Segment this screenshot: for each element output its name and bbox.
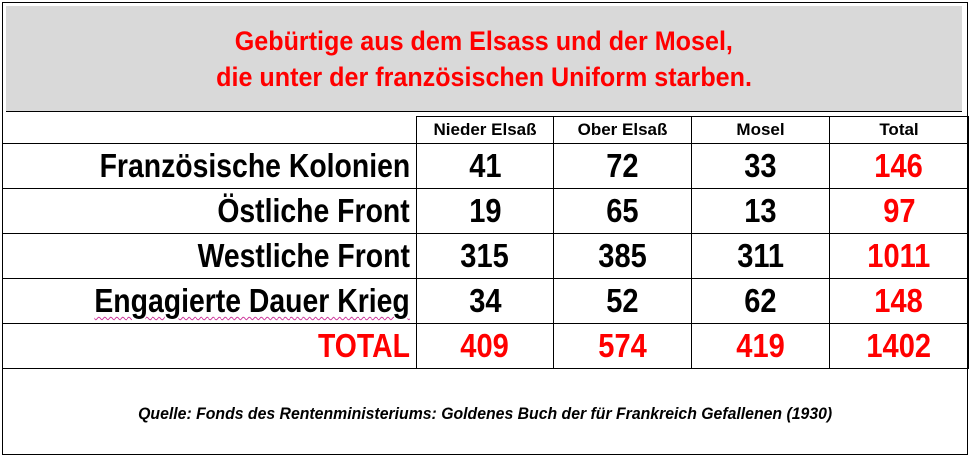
cell-grand-total: 1402	[829, 323, 969, 369]
cell-value: 41	[416, 143, 554, 189]
cell-total: 148	[829, 278, 969, 324]
cell-value: 33	[691, 143, 830, 189]
cell-value: 311	[691, 233, 830, 279]
cell-value: 52	[553, 278, 692, 324]
table-row: Französische Kolonien 41 72 33 146	[2, 143, 969, 189]
column-header-total: Total	[829, 116, 969, 144]
cell-value: 72	[553, 143, 692, 189]
table-row: Östliche Front 19 65 13 97	[2, 188, 969, 234]
cell-value: 62	[691, 278, 830, 324]
row-label-engagierte-dauer-krieg: Engagierte Dauer Krieg	[2, 278, 417, 324]
cell-total: 146	[829, 143, 969, 189]
table-header-row: Nieder Elsaß Ober Elsaß Mosel Total	[2, 116, 969, 144]
row-label-oestliche-front: Östliche Front	[2, 188, 417, 234]
cell-value: 34	[416, 278, 554, 324]
cell-value: 385	[553, 233, 692, 279]
cell-value: 65	[553, 188, 692, 234]
cell-value: 13	[691, 188, 830, 234]
cell-total: 97	[829, 188, 969, 234]
cell-total: 419	[691, 323, 830, 369]
table-row-total: TOTAL 409 574 419 1402	[2, 323, 969, 369]
row-label-total: TOTAL	[2, 323, 417, 369]
table-row: Westliche Front 315 385 311 1011	[2, 233, 969, 279]
row-label-westliche-front: Westliche Front	[2, 233, 417, 279]
table-row: Engagierte Dauer Krieg 34 52 62 148	[2, 278, 969, 324]
title-line-2: die unter der französischen Uniform star…	[216, 61, 752, 92]
cell-value: 315	[416, 233, 554, 279]
title-box: Gebürtige aus dem Elsass und der Mosel, …	[6, 6, 962, 112]
source-text: Quelle: Fonds des Rentenministeriums: Go…	[137, 403, 833, 423]
column-header-ober-elsass: Ober Elsaß	[553, 116, 692, 144]
row-label-kolonien: Französische Kolonien	[2, 143, 417, 189]
column-header-mosel: Mosel	[691, 116, 830, 144]
title-line-1: Gebürtige aus dem Elsass und der Mosel,	[234, 25, 734, 56]
column-header-nieder-elsass: Nieder Elsaß	[416, 116, 554, 144]
header-blank-cell	[2, 116, 417, 144]
casualties-table: Nieder Elsaß Ober Elsaß Mosel Total Fran…	[2, 116, 969, 369]
cell-value: 19	[416, 188, 554, 234]
cell-total: 1011	[829, 233, 969, 279]
cell-total: 574	[553, 323, 692, 369]
cell-total: 409	[416, 323, 554, 369]
source-note: Quelle: Fonds des Rentenministeriums: Go…	[2, 372, 968, 455]
